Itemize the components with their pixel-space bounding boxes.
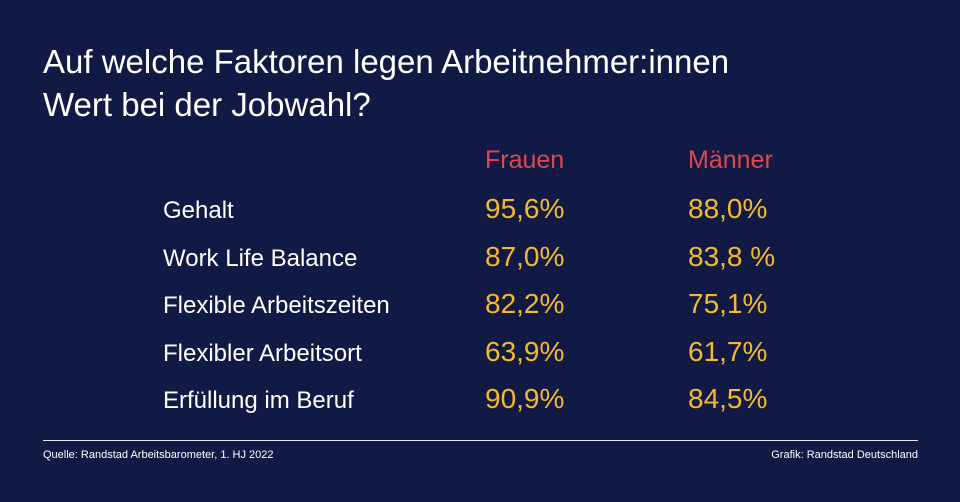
- value-maenner: 84,5%: [688, 383, 768, 414]
- title-line-2: Wert bei der Jobwahl?: [43, 86, 371, 123]
- value-maenner: 88,0%: [688, 193, 768, 224]
- row-label: Work Life Balance: [163, 244, 358, 272]
- value-frauen: 95,6%: [485, 193, 565, 224]
- value-maenner: 83,8 %: [688, 240, 776, 272]
- table-row: Flexible Arbeitszeiten 82,2% 75,1%: [0, 288, 960, 328]
- table-row: Flexibler Arbeitsort 63,9% 61,7%: [0, 336, 960, 376]
- table-row: Work Life Balance 87,0% 83,8 %: [0, 241, 960, 281]
- row-label: Flexible Arbeitszeiten: [163, 292, 390, 319]
- column-header-frauen: Frauen: [485, 146, 565, 174]
- title-line-1: Auf welche Faktoren legen Arbeitnehmer:i…: [43, 43, 730, 80]
- value-maenner: 75,1%: [688, 288, 768, 319]
- row-label: Flexibler Arbeitsort: [163, 339, 362, 367]
- value-frauen: 82,2%: [485, 288, 565, 319]
- row-label: Erfüllung im Beruf: [163, 387, 354, 414]
- table-row: Gehalt 95,6% 88,0%: [0, 193, 960, 233]
- source-note: Quelle: Randstad Arbeitsbarometer, 1. HJ…: [43, 449, 274, 461]
- footer-divider: [43, 440, 918, 441]
- page-title: Auf welche Faktoren legen Arbeitnehmer:i…: [43, 40, 729, 126]
- table-row: Erfüllung im Beruf 90,9% 84,5%: [0, 383, 960, 423]
- value-frauen: 63,9%: [485, 335, 565, 367]
- column-header-maenner: Männer: [688, 146, 773, 174]
- value-frauen: 90,9%: [485, 383, 565, 414]
- value-frauen: 87,0%: [485, 240, 565, 272]
- credit-note: Grafik: Randstad Deutschland: [771, 449, 918, 461]
- value-maenner: 61,7%: [688, 335, 768, 367]
- row-label: Gehalt: [163, 197, 234, 224]
